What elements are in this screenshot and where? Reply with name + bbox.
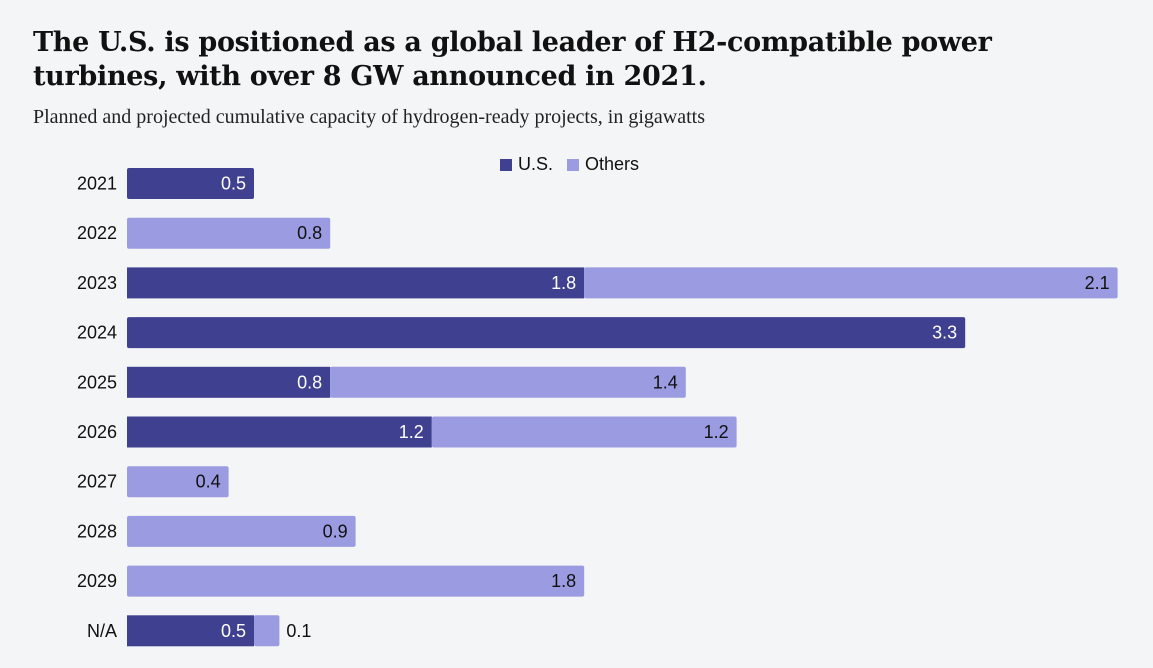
data-label: 0.1	[286, 621, 311, 641]
bar-others	[254, 615, 280, 647]
bar-us	[127, 168, 254, 199]
category-label: 2022	[77, 223, 117, 243]
legend-swatch-us	[500, 158, 512, 171]
legend-item-us: U.S.	[500, 154, 553, 175]
data-label: 1.8	[551, 571, 576, 591]
bar-others	[431, 416, 737, 448]
data-label: 1.8	[551, 273, 576, 293]
data-label: 0.5	[221, 621, 246, 641]
category-label: 2029	[77, 571, 117, 591]
bar-others	[584, 267, 1118, 299]
legend-label-us: U.S.	[518, 154, 554, 174]
bar-us	[127, 317, 966, 349]
category-label: N/A	[87, 621, 117, 641]
bar-others	[127, 515, 356, 547]
category-label: 2025	[77, 372, 117, 392]
data-label: 1.4	[653, 372, 678, 392]
bar-others	[127, 466, 229, 498]
bar-us	[127, 416, 432, 448]
bar-us	[127, 267, 585, 299]
data-label: 0.8	[297, 223, 322, 243]
data-label: 1.2	[704, 422, 729, 442]
legend-item-others: Others	[567, 154, 639, 175]
chart-subtitle: Planned and projected cumulative capacit…	[33, 106, 705, 128]
category-label: 2026	[77, 422, 117, 442]
category-label: 2027	[77, 472, 117, 492]
data-label: 2.1	[1085, 273, 1110, 293]
data-label: 0.8	[297, 372, 322, 392]
data-label: 0.5	[221, 174, 246, 194]
bar-others	[330, 366, 686, 398]
bar-others	[127, 217, 331, 249]
data-label: 0.9	[323, 521, 348, 541]
category-label: 2024	[77, 323, 117, 343]
data-label: 1.2	[399, 422, 424, 442]
data-label: 3.3	[932, 323, 957, 343]
category-label: 2028	[77, 521, 117, 541]
legend-label-others: Others	[585, 154, 640, 174]
bar-us	[127, 366, 331, 398]
category-label: 2021	[77, 174, 117, 194]
legend-swatch-others	[567, 158, 580, 171]
chart-title: The U.S. is positioned as a global leade…	[33, 27, 992, 92]
data-label: 0.4	[196, 472, 221, 492]
bar-us	[127, 615, 254, 647]
bar-others	[127, 565, 585, 597]
category-label: 2023	[77, 273, 117, 293]
legend: U.S. Others	[500, 154, 653, 175]
